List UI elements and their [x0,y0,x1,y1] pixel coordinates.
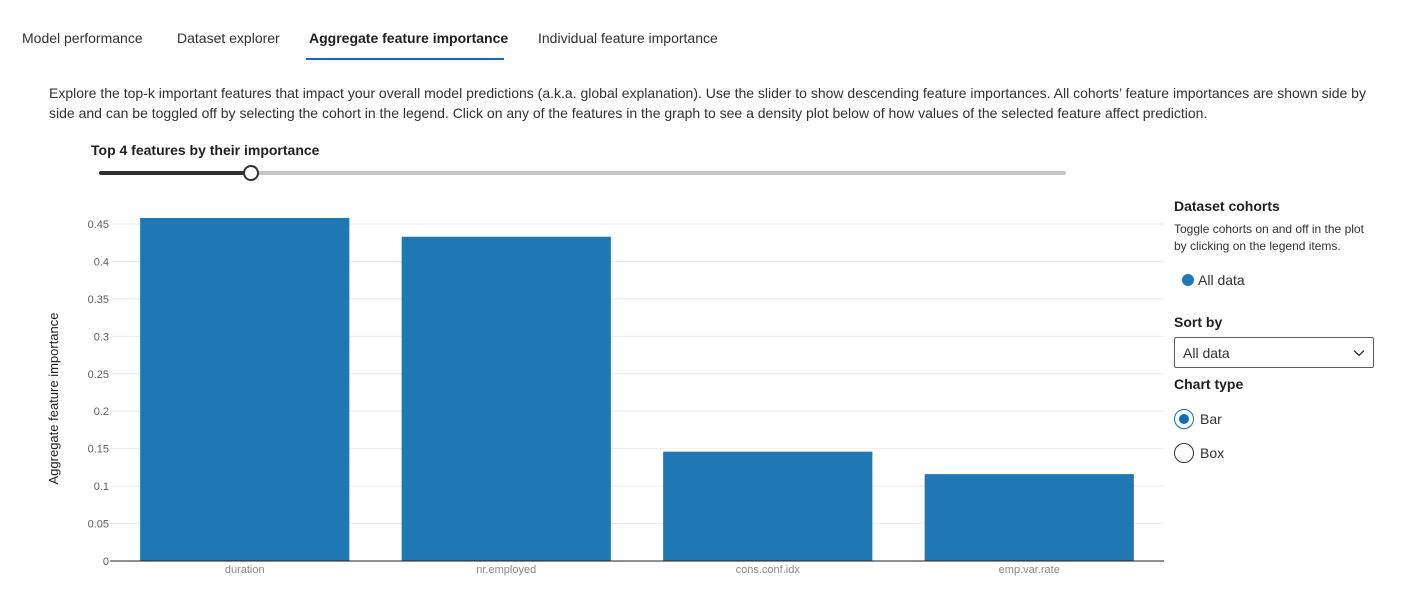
tab-individual-feature-importance[interactable]: Individual feature importance [538,30,718,46]
bar-cons-conf-idx[interactable] [663,451,873,561]
y-tick-label: 0.45 [88,219,109,231]
y-tick-label: 0.15 [88,444,109,456]
x-tick-label: emp.var.rate [999,564,1060,576]
radio-bar-label: Bar [1200,411,1222,427]
chevron-down-icon [1353,346,1365,364]
feature-importance-chart: 0 0.05 0.1 0.15 0.2 0.25 0.3 0.35 0.4 0.45 durati… [46,218,1164,576]
side-panel: Dataset cohorts Toggle cohorts on and of… [1174,198,1384,463]
sort-by-dropdown[interactable]: All data [1174,337,1374,368]
y-tick-label: 0.4 [94,256,109,268]
top-k-slider-thumb[interactable] [242,165,259,181]
y-tick-label: 0.05 [88,519,109,531]
slider-fill [99,171,251,175]
bar-nr-employed[interactable] [401,236,611,561]
radio-box-circle [1174,443,1194,463]
radio-box-label: Box [1200,445,1225,461]
page-description: Explore the top-k important features tha… [49,85,1366,121]
legend-dot [1182,274,1194,286]
tab-dataset-explorer[interactable]: Dataset explorer [177,30,280,46]
y-tick-label: 0 [103,556,109,568]
top-k-slider-track[interactable] [99,171,1066,175]
y-tick-label: 0.1 [94,481,109,493]
radio-bar-circle [1174,409,1194,429]
bar-emp-var-rate[interactable] [924,474,1134,561]
legend-item-all-data[interactable]: All data [1182,272,1245,288]
sort-by-label: Sort by [1174,314,1223,330]
x-tick-label: duration [225,564,265,576]
cohorts-title: Dataset cohorts [1174,198,1280,214]
y-tick-label: 0.35 [88,294,109,306]
y-axis-label: Aggregate feature importance [46,313,61,485]
x-tick-label: cons.conf.idx [736,564,801,576]
cohorts-description: Toggle cohorts on and off in the plot by… [1174,222,1364,253]
slider-label: Top 4 features by their importance [91,142,320,158]
tab-aggregate-feature-importance[interactable]: Aggregate feature importance [309,30,509,46]
x-tick-label: nr.employed [476,564,536,576]
chart-type-label: Chart type [1174,376,1244,392]
y-tick-label: 0.25 [88,369,109,381]
tab-model-performance[interactable]: Model performance [22,30,143,46]
active-tab-indicator [306,58,504,60]
radio-box[interactable]: Box [1174,443,1224,463]
legend-label: All data [1198,272,1245,288]
y-tick-label: 0.2 [94,406,109,418]
sort-by-value: All data [1183,345,1230,361]
bar-duration[interactable] [140,218,350,561]
y-tick-label: 0.3 [94,331,109,343]
tab-bar: Model performance Dataset explorer Aggre… [0,0,760,62]
radio-bar[interactable]: Bar [1174,409,1222,429]
